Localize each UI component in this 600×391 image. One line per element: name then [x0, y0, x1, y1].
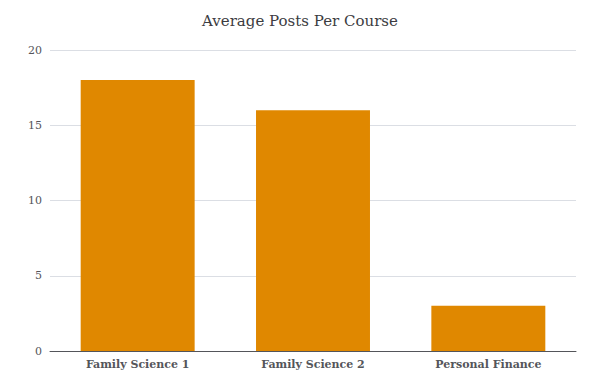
- svg-text:Average Posts Per Course: Average Posts Per Course: [201, 12, 398, 30]
- svg-text:15: 15: [28, 119, 42, 132]
- svg-text:0: 0: [35, 345, 42, 358]
- svg-text:Personal Finance: Personal Finance: [435, 358, 541, 371]
- svg-text:Family Science 2: Family Science 2: [261, 358, 365, 371]
- svg-text:20: 20: [28, 44, 42, 57]
- svg-text:10: 10: [28, 194, 42, 207]
- svg-text:Family Science 1: Family Science 1: [86, 358, 190, 371]
- svg-text:5: 5: [35, 269, 42, 282]
